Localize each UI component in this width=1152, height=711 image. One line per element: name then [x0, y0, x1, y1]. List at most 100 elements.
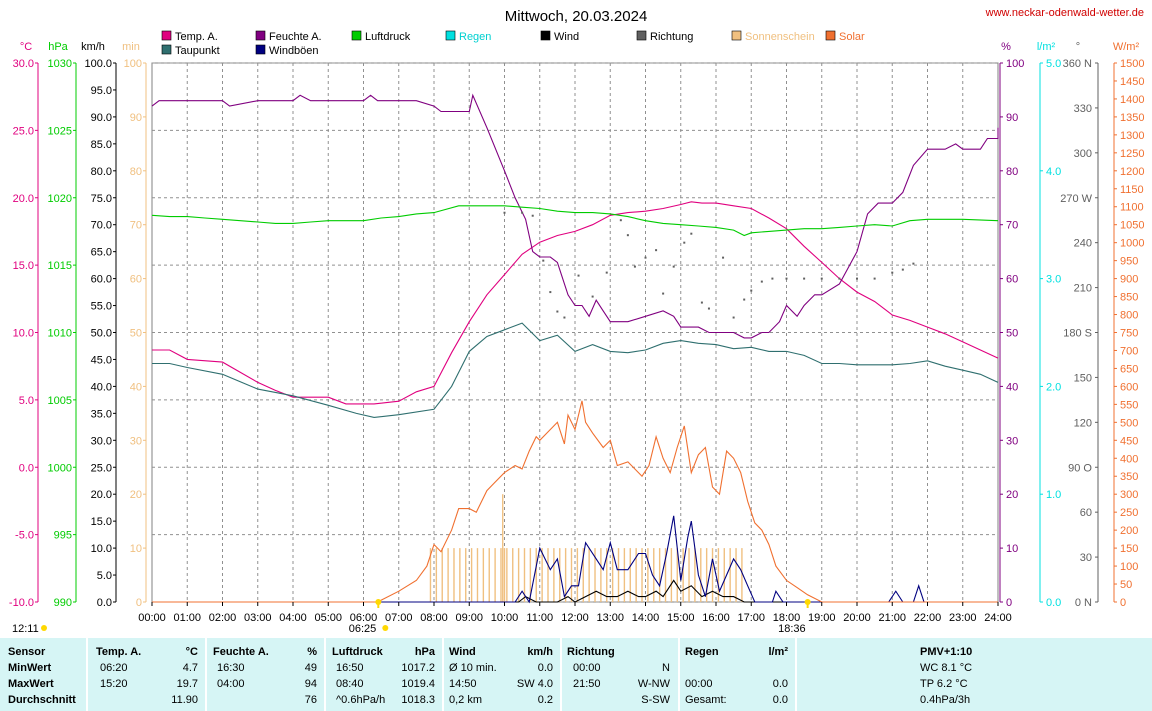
pressure-tick-label: 1000 [48, 462, 72, 474]
table-cell: 0.0 [772, 678, 788, 690]
table-cell: 00:00 [573, 662, 601, 674]
temp-line [152, 201, 999, 405]
direction-dot [707, 307, 710, 310]
pressure-tick-label: 990 [54, 597, 72, 609]
hdr-wind-unit: km/h [527, 646, 553, 658]
table-cell: 76 [304, 694, 317, 706]
direction-tick-label: 60 [1080, 507, 1092, 519]
hdr-dir: Richtung [567, 646, 615, 658]
solar-tick-label: 400 [1120, 453, 1138, 465]
x-tick-label: 07:00 [385, 612, 413, 624]
x-tick-label: 24:00 [984, 612, 1012, 624]
pressure-tick-label: 1010 [48, 328, 72, 340]
wind-tick-label: 90.0 [91, 112, 112, 124]
x-tick-label: 20:00 [843, 612, 871, 624]
direction-tick-label: 180 S [1063, 328, 1092, 340]
humidity-tick-label: 40 [1006, 381, 1018, 393]
table-cell: 0.2 [537, 694, 553, 706]
direction-dot [655, 249, 658, 252]
pressure-tick-label: 1030 [48, 58, 72, 70]
dewpoint-line [152, 322, 999, 418]
wind-tick-label: 50.0 [91, 328, 112, 340]
direction-tick-label: 0 N [1075, 597, 1092, 609]
direction-tick-label: 330 [1074, 103, 1092, 115]
humidity-tick-label: 20 [1006, 489, 1018, 501]
table-cell: 49 [304, 662, 317, 674]
weather-chart: Mittwoch, 20.03.2024 www.neckar-odenwald… [9, 7, 1145, 635]
wind-tick-label: 10.0 [91, 543, 112, 555]
direction-dot [873, 277, 876, 280]
temp-axis-unit: °C [20, 41, 32, 53]
table-cell: 21:50 [573, 678, 601, 690]
solar-tick-label: 150 [1120, 543, 1138, 555]
sunshine-tick-label: 10 [130, 543, 142, 555]
legend-label: Solar [839, 31, 865, 43]
sunrise-time: 06:25 [349, 623, 377, 635]
legend-label: Windböen [269, 45, 319, 57]
direction-tick-label: 90 O [1068, 462, 1092, 474]
direction-dot [521, 211, 524, 214]
wind-tick-label: 60.0 [91, 274, 112, 286]
hdr-rain-unit: l/m² [768, 646, 788, 658]
direction-dot [690, 232, 693, 235]
x-tick-label: 03:00 [244, 612, 272, 624]
table-cell: 1019.4 [401, 678, 435, 690]
table-cell: TP 6.2 °C [920, 678, 968, 690]
pressure-tick-label: 1005 [48, 395, 72, 407]
site-link[interactable]: www.neckar-odenwald-wetter.de [985, 7, 1144, 19]
humidity-tick-label: 0 [1006, 597, 1012, 609]
direction-dot [803, 277, 806, 280]
wind-tick-label: 100.0 [84, 58, 112, 70]
table-cell: 14:50 [449, 678, 477, 690]
sun-icon [41, 625, 47, 631]
temp-tick-label: 25.0 [13, 125, 34, 137]
sunshine-tick-label: 40 [130, 381, 142, 393]
direction-dot [619, 219, 622, 222]
solar-tick-label: 1400 [1120, 94, 1144, 106]
x-tick-label: 00:00 [138, 612, 166, 624]
temp-tick-label: 10.0 [13, 328, 34, 340]
direction-tick-label: 240 [1074, 238, 1092, 250]
solar-tick-label: 650 [1120, 363, 1138, 375]
rain-tick-label: 0.0 [1046, 597, 1061, 609]
pressure-tick-label: 1025 [48, 125, 72, 137]
solar-tick-label: 800 [1120, 310, 1138, 322]
x-tick-label: 17:00 [737, 612, 765, 624]
sun-markers: 06:25 18:36 12:11 [12, 599, 811, 635]
plot-grid [151, 62, 999, 603]
legend-swatch [255, 44, 266, 55]
humidity-tick-label: 30 [1006, 435, 1018, 447]
humidity-tick-label: 90 [1006, 112, 1018, 124]
wind-tick-label: 15.0 [91, 516, 112, 528]
gust-line [152, 515, 998, 604]
wind-tick-label: 75.0 [91, 193, 112, 205]
legend-swatch [731, 30, 742, 41]
legend-swatch [161, 44, 172, 55]
solar-tick-label: 700 [1120, 345, 1138, 357]
legend-swatch [636, 30, 647, 41]
table-cell: 04:00 [217, 678, 245, 690]
x-tick-label: 02:00 [209, 612, 237, 624]
x-tick-label: 21:00 [878, 612, 906, 624]
direction-dot [750, 289, 753, 292]
legend-swatch [825, 30, 836, 41]
sunshine-tick-label: 100 [124, 58, 142, 70]
x-tick-label: 04:00 [279, 612, 307, 624]
chart-title: Mittwoch, 20.03.2024 [505, 8, 648, 25]
table-cell: MaxWert [8, 678, 54, 690]
sunshine-tick-label: 80 [130, 166, 142, 178]
solar-tick-label: 1250 [1120, 148, 1144, 160]
pressure-tick-label: 1015 [48, 260, 72, 272]
direction-dot [820, 277, 823, 280]
direction-dot [700, 301, 703, 304]
solar-tick-label: 100 [1120, 561, 1138, 573]
legend-label: Feuchte A. [269, 31, 322, 43]
table-cell: SW 4.0 [516, 678, 553, 690]
direction-dot [531, 214, 534, 217]
solar-tick-label: 600 [1120, 381, 1138, 393]
legend-swatch [255, 30, 266, 41]
humidity-axis-unit: % [1001, 41, 1011, 53]
table-cell: 15:20 [100, 678, 128, 690]
table-cell: MinWert [8, 662, 52, 674]
temp-tick-label: 15.0 [13, 260, 34, 272]
